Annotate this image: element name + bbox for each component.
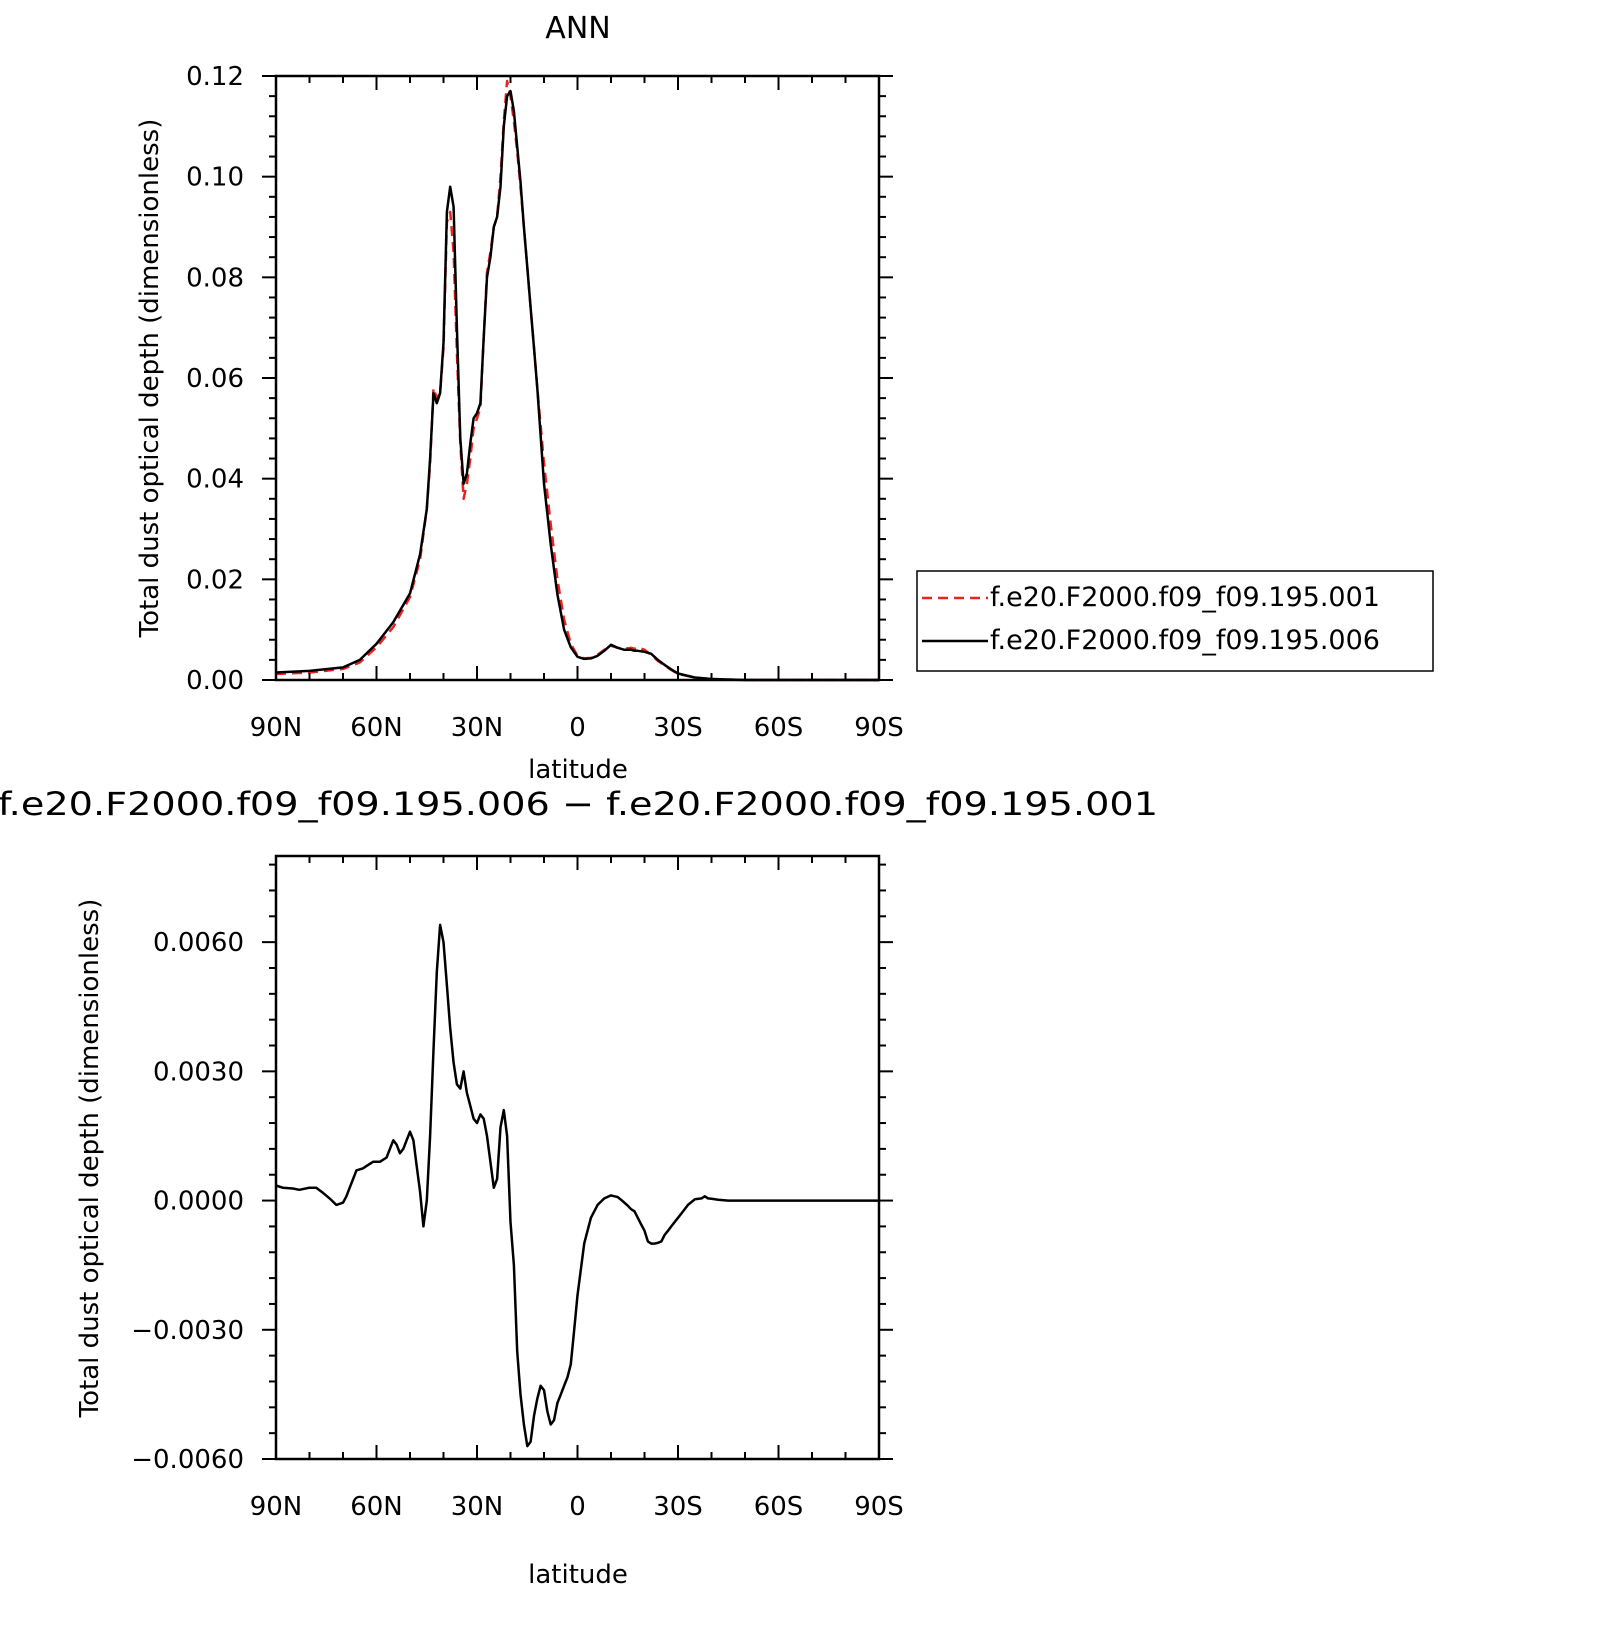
bottom-x-tick-label: 0 [569, 1492, 586, 1522]
top-x-tick-label: 90S [854, 713, 904, 743]
bottom-y-axis-label: Total dust optical depth (dimensionless) [75, 899, 105, 1419]
legend-label-series-001: f.e20.F2000.f09_f09.195.001 [990, 582, 1380, 613]
bottom-y-tick-label: −0.0030 [131, 1316, 244, 1346]
bottom-x-tick-label: 30N [451, 1492, 504, 1522]
top-y-tick-label: 0.04 [186, 465, 244, 495]
top-series-line-1 [275, 89, 879, 682]
bottom-plot-frame [274, 854, 881, 1461]
top-chart-series [275, 79, 879, 682]
legend-label-series-006: f.e20.F2000.f09_f09.195.006 [990, 625, 1380, 656]
bottom-x-axis-label: latitude [528, 1560, 628, 1590]
top-chart-ticks: 90N 60N 30N 0 30S 60S 90S 0.00 0.02 0.04 0.06 0.08 0… [186, 62, 904, 743]
top-y-tick-label: 0.12 [186, 62, 244, 92]
legend-box [916, 570, 1434, 672]
top-series-line-0 [275, 79, 879, 682]
bottom-chart-series [275, 923, 879, 1448]
top-y-tick-label: 0.02 [186, 565, 244, 595]
top-plot-frame [274, 74, 881, 682]
bottom-chart: f.e20.F2000.f09_f09.195.006 − f.e20.F200… [0, 785, 1158, 1590]
top-y-axis-label: Total dust optical depth (dimensionless) [135, 119, 165, 639]
top-x-tick-label: 60N [350, 713, 403, 743]
bottom-x-tick-label: 60N [350, 1492, 403, 1522]
top-y-tick-label: 0.06 [186, 364, 244, 394]
bottom-y-tick-label: 0.0000 [153, 1187, 244, 1217]
top-y-tick-label: 0.10 [186, 163, 244, 193]
top-chart-title: ANN [545, 11, 610, 46]
top-x-tick-label: 90N [250, 713, 303, 743]
bottom-x-tick-label: 60S [754, 1492, 804, 1522]
top-x-tick-label: 30S [653, 713, 703, 743]
bottom-chart-title: f.e20.F2000.f09_f09.195.006 − f.e20.F200… [0, 785, 1158, 823]
top-x-axis-label: latitude [528, 755, 628, 785]
bottom-x-tick-label: 90N [250, 1492, 303, 1522]
top-x-tick-label: 0 [569, 713, 586, 743]
top-chart-legend: f.e20.F2000.f09_f09.195.001 f.e20.F2000.… [916, 570, 1434, 672]
bottom-y-tick-label: 0.0030 [153, 1057, 244, 1087]
top-x-tick-label: 60S [754, 713, 804, 743]
top-y-tick-label: 0.00 [186, 666, 244, 696]
top-chart: ANN 90N 60N 30N 0 30S 60S 90S 0.00 0.02 0.04 0.06 0… [135, 11, 1434, 785]
bottom-x-tick-label: 90S [854, 1492, 904, 1522]
top-x-tick-label: 30N [451, 713, 504, 743]
bottom-x-tick-label: 30S [653, 1492, 703, 1522]
top-y-tick-label: 0.08 [186, 263, 244, 293]
bottom-y-tick-label: −0.0060 [131, 1445, 244, 1475]
bottom-chart-ticks: 90N 60N 30N 0 30S 60S 90S −0.0060 −0.0030 0.0000 0… [131, 856, 904, 1522]
bottom-y-tick-label: 0.0060 [153, 928, 244, 958]
bottom-series-line-0 [275, 923, 879, 1448]
